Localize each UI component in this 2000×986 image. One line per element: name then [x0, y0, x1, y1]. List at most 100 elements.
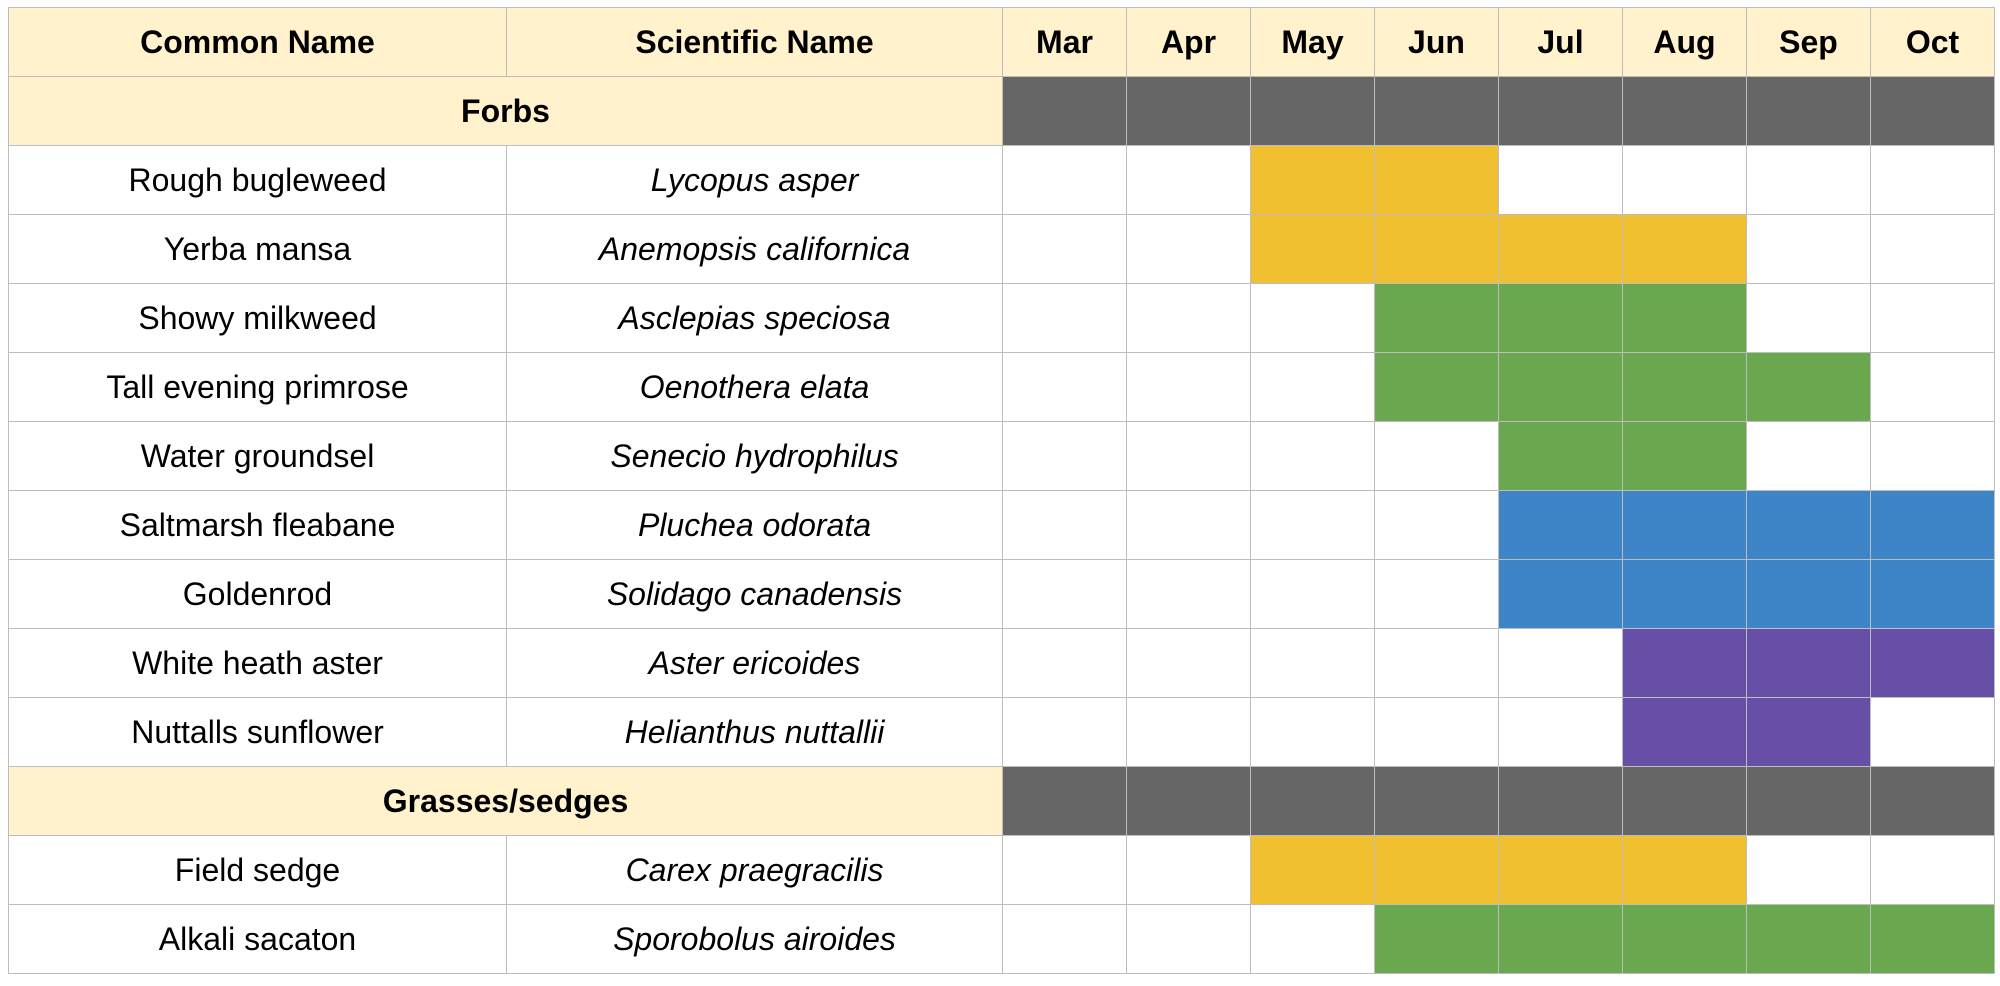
empty-cell-may [1250, 352, 1375, 422]
scientific-name-cell: Lycopus asper [506, 145, 1003, 215]
empty-cell-apr [1126, 835, 1251, 905]
bloom-cell-jul [1498, 835, 1623, 905]
empty-cell-oct [1870, 421, 1995, 491]
group-bar-cell [1746, 766, 1871, 836]
month-header-jun: Jun [1374, 7, 1499, 77]
table-row: Rough bugleweed Lycopus asper [8, 145, 1995, 215]
empty-cell-sep [1746, 214, 1871, 284]
empty-cell-apr [1126, 904, 1251, 974]
empty-cell-oct [1870, 283, 1995, 353]
empty-cell-may [1250, 283, 1375, 353]
common-name-cell: Nuttalls sunflower [8, 697, 507, 767]
table-row: Water groundsel Senecio hydrophilus [8, 421, 1995, 491]
table-row: Field sedge Carex praegracilis [8, 835, 1995, 905]
bloom-cell-jul [1498, 490, 1623, 560]
group-bar-cell [1002, 76, 1127, 146]
group-bar-cell [1374, 76, 1499, 146]
common-name-header: Common Name [8, 7, 507, 77]
group-label: Grasses/sedges [8, 766, 1003, 836]
group-bar-cell [1126, 76, 1251, 146]
table-row: Yerba mansa Anemopsis californica [8, 214, 1995, 284]
empty-cell-jun [1374, 628, 1499, 698]
table-row: Tall evening primrose Oenothera elata [8, 352, 1995, 422]
empty-cell-mar [1002, 628, 1127, 698]
bloom-cell-oct [1870, 559, 1995, 629]
bloom-cell-jul [1498, 214, 1623, 284]
group-bar-cell [1498, 766, 1623, 836]
common-name-cell: Showy milkweed [8, 283, 507, 353]
scientific-name-cell: Senecio hydrophilus [506, 421, 1003, 491]
empty-cell-apr [1126, 490, 1251, 560]
empty-cell-apr [1126, 283, 1251, 353]
bloom-cell-aug [1622, 697, 1747, 767]
bloom-cell-aug [1622, 283, 1747, 353]
group-bar-cell [1622, 76, 1747, 146]
bloom-cell-aug [1622, 352, 1747, 422]
empty-cell-apr [1126, 628, 1251, 698]
empty-cell-mar [1002, 352, 1127, 422]
empty-cell-jul [1498, 145, 1623, 215]
empty-cell-mar [1002, 904, 1127, 974]
empty-cell-oct [1870, 835, 1995, 905]
bloom-cell-oct [1870, 628, 1995, 698]
empty-cell-jul [1498, 628, 1623, 698]
empty-cell-mar [1002, 835, 1127, 905]
scientific-name-cell: Helianthus nuttallii [506, 697, 1003, 767]
bloom-cell-oct [1870, 904, 1995, 974]
table-row: Saltmarsh fleabane Pluchea odorata [8, 490, 1995, 560]
group-bar-cell [1746, 76, 1871, 146]
empty-cell-jun [1374, 697, 1499, 767]
empty-cell-apr [1126, 559, 1251, 629]
empty-cell-jun [1374, 421, 1499, 491]
empty-cell-may [1250, 697, 1375, 767]
empty-cell-sep [1746, 421, 1871, 491]
common-name-cell: Saltmarsh fleabane [8, 490, 507, 560]
common-name-cell: White heath aster [8, 628, 507, 698]
bloom-cell-jul [1498, 559, 1623, 629]
month-header-aug: Aug [1622, 7, 1747, 77]
empty-cell-sep [1746, 835, 1871, 905]
bloom-table-frame: Common Name Scientific Name Mar Apr May Jun… [8, 7, 1995, 978]
bloom-cell-aug [1622, 628, 1747, 698]
common-name-cell: Rough bugleweed [8, 145, 507, 215]
common-name-cell: Yerba mansa [8, 214, 507, 284]
empty-cell-jun [1374, 559, 1499, 629]
bloom-cell-aug [1622, 835, 1747, 905]
scientific-name-cell: Asclepias speciosa [506, 283, 1003, 353]
empty-cell-mar [1002, 283, 1127, 353]
bloom-cell-jul [1498, 352, 1623, 422]
table-row: Alkali sacaton Sporobolus airoides [8, 904, 1995, 974]
group-bar-cell [1870, 766, 1995, 836]
table-row: Showy milkweed Asclepias speciosa [8, 283, 1995, 353]
bloom-cell-jun [1374, 904, 1499, 974]
empty-cell-mar [1002, 697, 1127, 767]
empty-cell-oct [1870, 214, 1995, 284]
common-name-cell: Goldenrod [8, 559, 507, 629]
group-bar-cell [1374, 766, 1499, 836]
bloom-cell-sep [1746, 628, 1871, 698]
common-name-cell: Alkali sacaton [8, 904, 507, 974]
empty-cell-apr [1126, 352, 1251, 422]
bloom-cell-oct [1870, 490, 1995, 560]
bloom-calendar-table: Common Name Scientific Name Mar Apr May Jun… [8, 7, 1995, 974]
bloom-cell-sep [1746, 490, 1871, 560]
bloom-cell-sep [1746, 697, 1871, 767]
month-header-oct: Oct [1870, 7, 1995, 77]
bloom-cell-jul [1498, 904, 1623, 974]
bloom-cell-may [1250, 835, 1375, 905]
empty-cell-mar [1002, 145, 1127, 215]
group-bar-cell [1870, 76, 1995, 146]
bloom-cell-sep [1746, 904, 1871, 974]
scientific-name-cell: Oenothera elata [506, 352, 1003, 422]
month-header-apr: Apr [1126, 7, 1251, 77]
empty-cell-apr [1126, 214, 1251, 284]
month-header-jul: Jul [1498, 7, 1623, 77]
bloom-cell-may [1250, 145, 1375, 215]
group-row: Forbs [8, 76, 1995, 146]
bloom-cell-jun [1374, 145, 1499, 215]
bloom-cell-aug [1622, 421, 1747, 491]
empty-cell-apr [1126, 421, 1251, 491]
group-bar-cell [1250, 766, 1375, 836]
empty-cell-mar [1002, 214, 1127, 284]
group-bar-cell [1622, 766, 1747, 836]
